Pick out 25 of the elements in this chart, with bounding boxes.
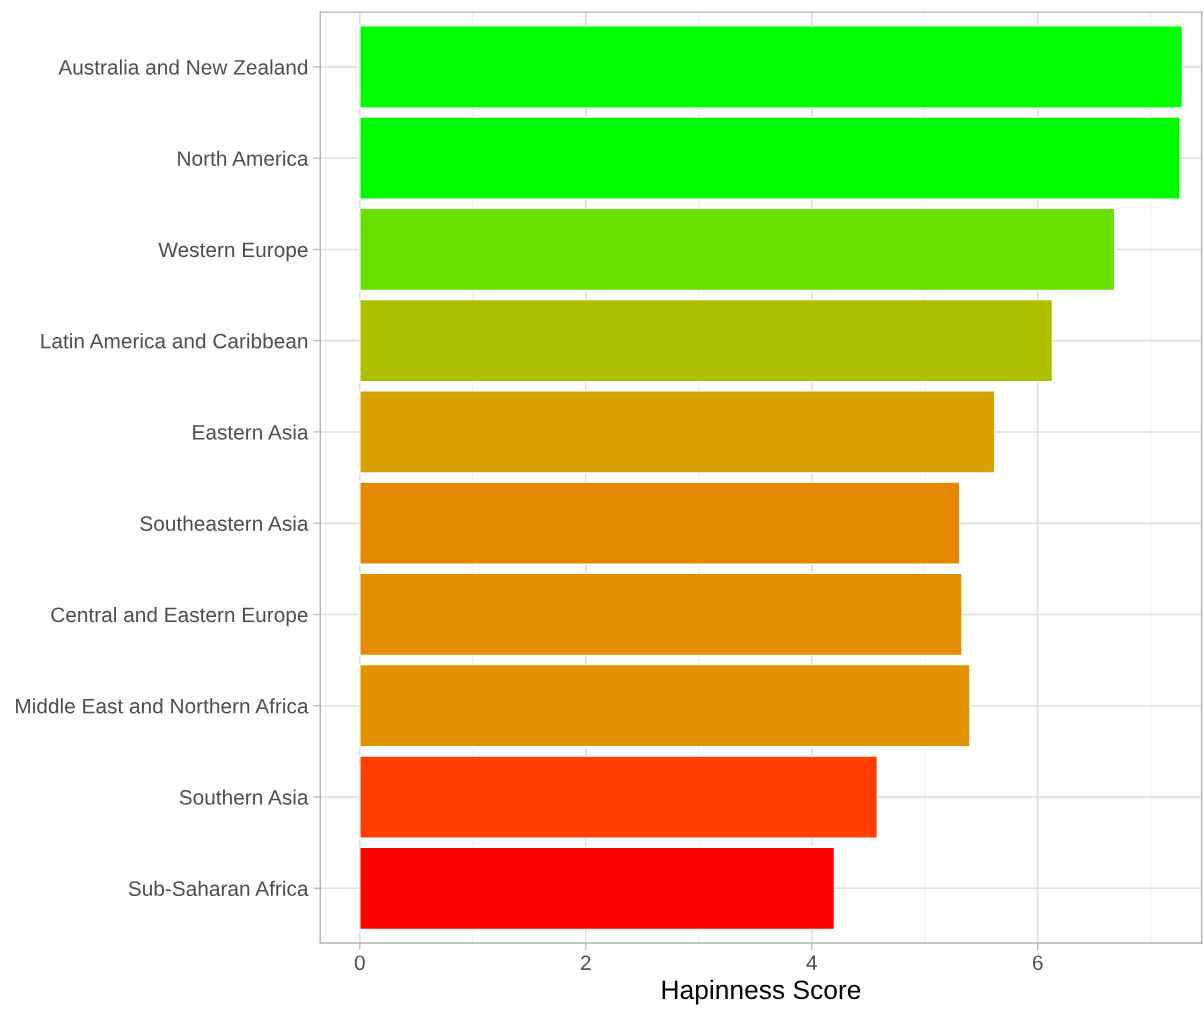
bar — [359, 298, 1054, 383]
y-tick-label: Middle East and Northern Africa — [16, 698, 309, 714]
y-tick-label: North America — [178, 150, 309, 166]
y-tick-label: Southern Asia — [179, 789, 309, 805]
x-axis-title: Hapinness Score — [662, 979, 861, 1005]
x-tick-label: 4 — [806, 955, 817, 970]
x-tick-label: 6 — [1033, 955, 1043, 971]
y-tick-label: Central and Eastern Europe — [51, 606, 308, 627]
bar — [359, 755, 879, 839]
bar — [359, 846, 836, 931]
bar — [359, 572, 963, 657]
y-tick-label: Sub-Saharan Africa — [128, 880, 309, 897]
y-tick-label: Eastern Asia — [193, 424, 309, 440]
bar — [359, 663, 971, 748]
y-tick-label: Australia and New Zealand — [58, 59, 308, 75]
bar — [359, 207, 1116, 292]
x-tick-label: 0 — [354, 955, 365, 971]
y-tick-label: Western Europe — [158, 242, 308, 262]
bar — [359, 25, 1184, 109]
y-tick-label: Southeastern Asia — [140, 515, 309, 531]
bar — [359, 116, 1181, 200]
bar — [359, 390, 996, 474]
x-tick-label: 2 — [581, 955, 591, 970]
y-tick-label: Latin America and Caribbean — [41, 333, 308, 349]
bar — [359, 481, 961, 565]
